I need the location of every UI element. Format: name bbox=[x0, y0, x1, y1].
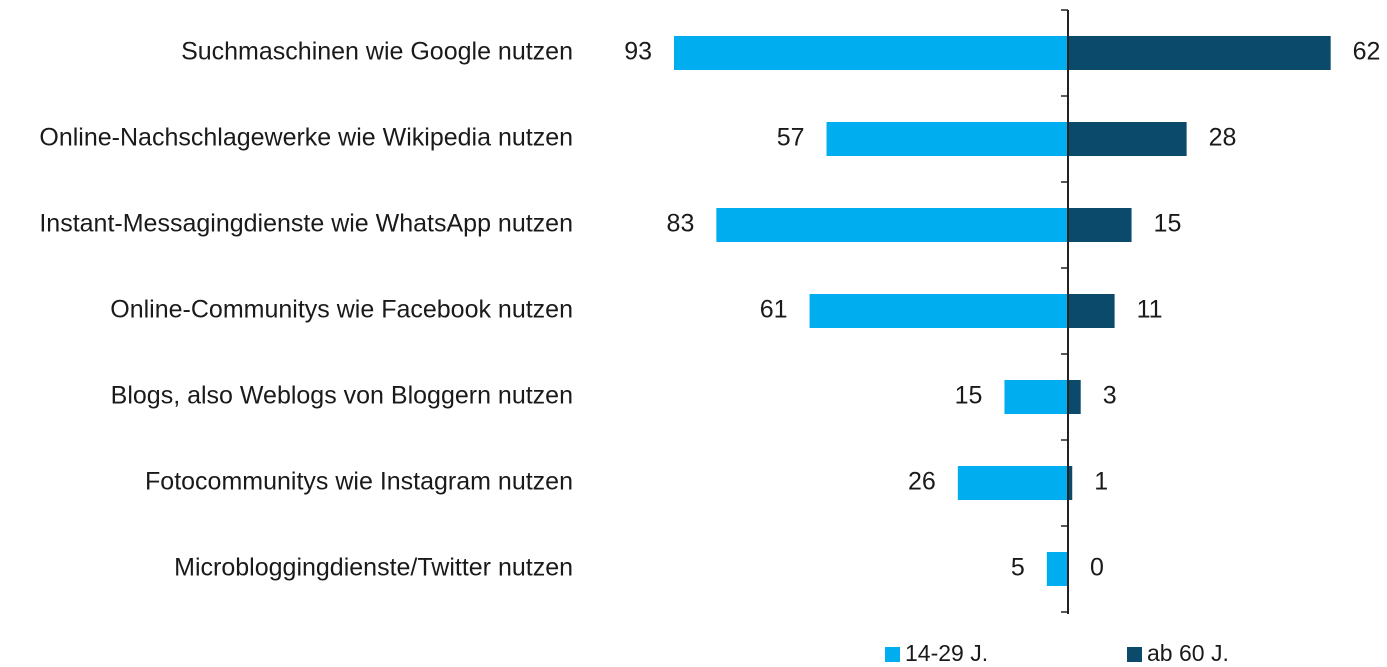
bar bbox=[674, 36, 1068, 70]
bar bbox=[826, 122, 1068, 156]
bar bbox=[1004, 380, 1068, 414]
value-label: 26 bbox=[908, 468, 936, 496]
bar bbox=[1068, 122, 1187, 156]
value-label: 62 bbox=[1353, 38, 1381, 66]
legend-label: 14-29 J. bbox=[905, 640, 988, 666]
value-label: 93 bbox=[624, 38, 652, 66]
bar bbox=[809, 294, 1068, 328]
category-label: Blogs, also Weblogs von Bloggern nutzen bbox=[111, 382, 573, 410]
value-label: 83 bbox=[667, 210, 695, 238]
category-label: Online-Communitys wie Facebook nutzen bbox=[110, 296, 573, 324]
value-label: 5 bbox=[1011, 554, 1025, 582]
bar bbox=[1068, 294, 1115, 328]
legend-label: ab 60 J. bbox=[1147, 640, 1229, 666]
bar bbox=[1068, 208, 1132, 242]
bar bbox=[1068, 380, 1081, 414]
value-label: 15 bbox=[1154, 210, 1182, 238]
category-label: Suchmaschinen wie Google nutzen bbox=[181, 38, 573, 66]
value-label: 0 bbox=[1090, 554, 1104, 582]
bar bbox=[1068, 466, 1073, 500]
value-label: 11 bbox=[1137, 296, 1163, 324]
value-label: 15 bbox=[955, 382, 983, 410]
bar bbox=[1046, 552, 1068, 586]
value-label: 3 bbox=[1103, 382, 1117, 410]
category-label: Microbloggingdienste/Twitter nutzen bbox=[174, 554, 573, 582]
legend-swatch bbox=[1127, 647, 1142, 662]
legend: 14-29 J. ab 60 J. bbox=[885, 640, 1229, 666]
bar bbox=[1068, 36, 1331, 70]
bar bbox=[716, 208, 1068, 242]
category-label: Fotocommunitys wie Instagram nutzen bbox=[145, 468, 573, 496]
legend-swatch bbox=[885, 647, 900, 662]
value-label: 1 bbox=[1094, 468, 1108, 496]
value-label: 61 bbox=[760, 296, 788, 324]
value-label: 28 bbox=[1209, 124, 1237, 152]
category-label: Online-Nachschlagewerke wie Wikipedia nu… bbox=[39, 124, 573, 152]
category-label: Instant-Messagingdienste wie WhatsApp nu… bbox=[39, 210, 573, 238]
value-label: 57 bbox=[777, 124, 805, 152]
bar bbox=[957, 466, 1068, 500]
